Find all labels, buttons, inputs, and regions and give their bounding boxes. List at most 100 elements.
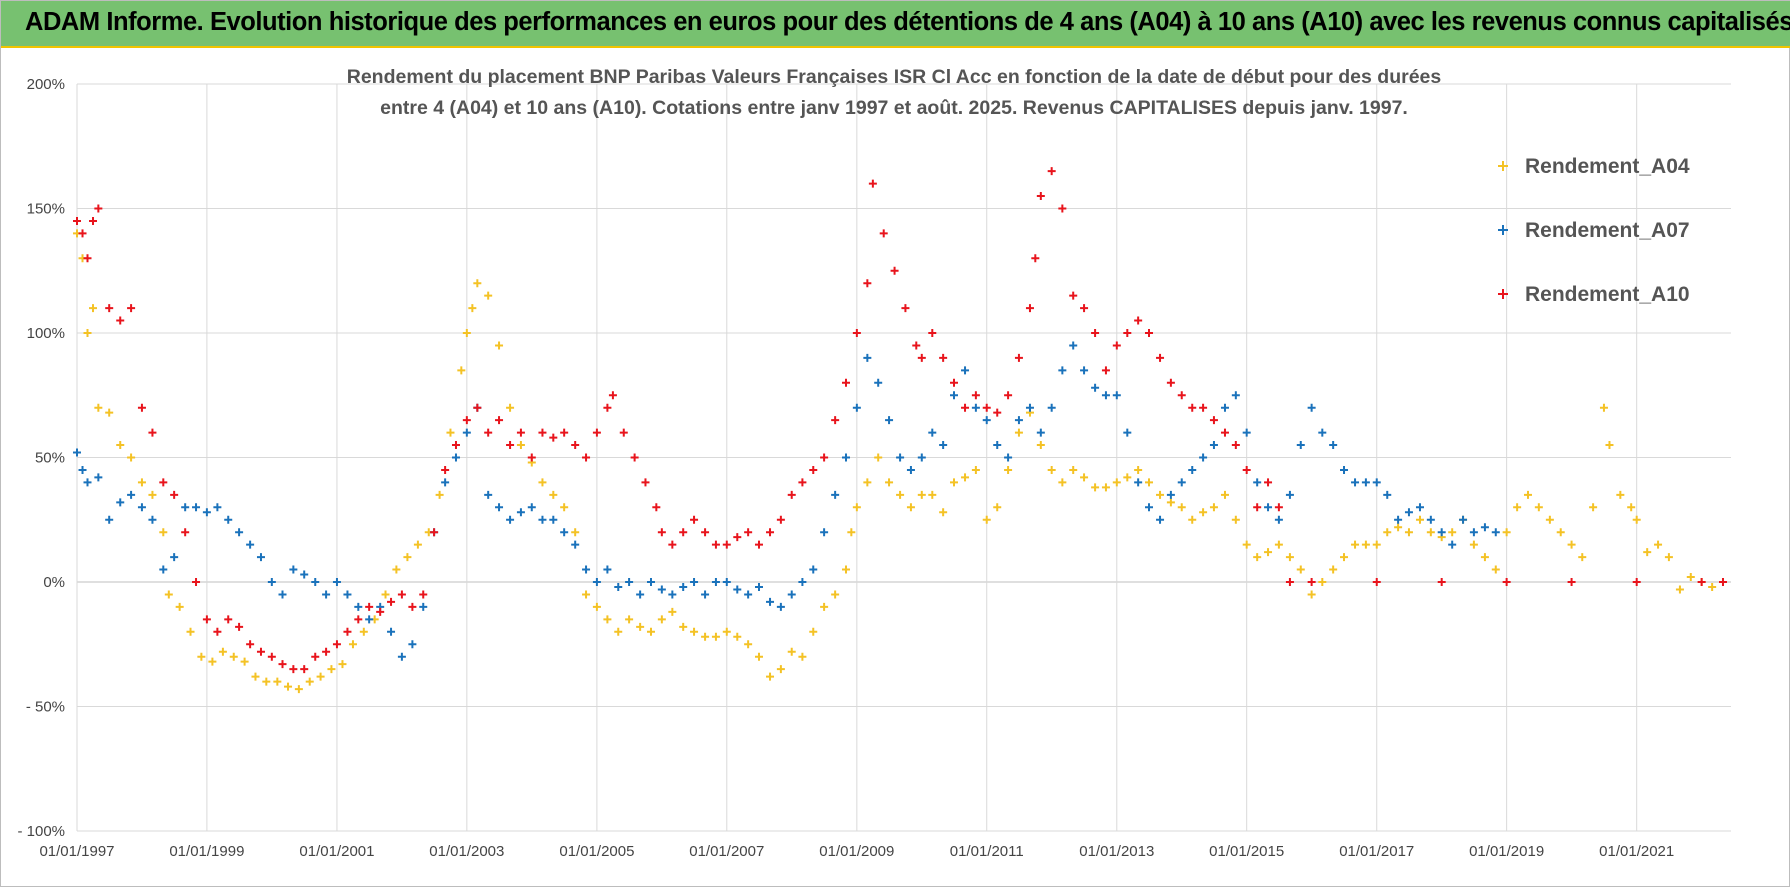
x-tick-label: 01/01/2019 bbox=[1469, 843, 1544, 860]
legend-marker bbox=[1498, 289, 1508, 299]
data-point bbox=[94, 204, 103, 213]
data-point bbox=[1329, 565, 1338, 574]
data-point bbox=[116, 441, 125, 450]
data-point bbox=[1491, 528, 1500, 537]
data-point bbox=[1616, 490, 1625, 499]
data-point bbox=[294, 685, 303, 694]
data-point bbox=[473, 279, 482, 288]
data-point bbox=[1231, 441, 1240, 450]
data-point bbox=[376, 607, 385, 616]
y-tick-label: 100% bbox=[27, 325, 65, 342]
data-point bbox=[1372, 478, 1381, 487]
data-point bbox=[1220, 428, 1229, 437]
data-point bbox=[619, 428, 628, 437]
legend-label: Rendement_A10 bbox=[1525, 283, 1690, 306]
data-point bbox=[78, 229, 87, 238]
data-point bbox=[516, 441, 525, 450]
data-point bbox=[246, 540, 255, 549]
data-point bbox=[1285, 553, 1294, 562]
data-point bbox=[1123, 473, 1132, 482]
x-tick-label: 01/01/2007 bbox=[689, 843, 764, 860]
data-point bbox=[1220, 490, 1229, 499]
data-point bbox=[148, 428, 157, 437]
data-point bbox=[1383, 490, 1392, 499]
data-point bbox=[300, 570, 309, 579]
data-point bbox=[213, 503, 222, 512]
data-point bbox=[1253, 553, 1262, 562]
data-point bbox=[1177, 478, 1186, 487]
chart-title-line-1: Rendement du placement BNP Paribas Valeu… bbox=[347, 66, 1442, 88]
data-point bbox=[1166, 378, 1175, 387]
data-point bbox=[170, 553, 179, 562]
data-point bbox=[906, 503, 915, 512]
data-point bbox=[1069, 291, 1078, 300]
data-point bbox=[1632, 515, 1641, 524]
data-point bbox=[105, 408, 114, 417]
data-point bbox=[809, 627, 818, 636]
data-point bbox=[1231, 515, 1240, 524]
data-point bbox=[1166, 490, 1175, 499]
data-point bbox=[1123, 329, 1132, 337]
data-point bbox=[332, 640, 341, 649]
data-point bbox=[1220, 403, 1229, 412]
data-point bbox=[1080, 473, 1089, 482]
data-point bbox=[278, 660, 287, 669]
data-point bbox=[1004, 391, 1013, 400]
data-point bbox=[820, 528, 829, 537]
x-tick-label: 01/01/2017 bbox=[1339, 843, 1414, 860]
data-point bbox=[1253, 478, 1262, 487]
data-point bbox=[1697, 578, 1706, 586]
data-point bbox=[614, 627, 623, 636]
data-point bbox=[971, 391, 980, 400]
data-point bbox=[841, 378, 850, 387]
data-point bbox=[1069, 465, 1078, 474]
data-point bbox=[603, 565, 612, 574]
data-point bbox=[311, 652, 320, 661]
data-point bbox=[1080, 304, 1089, 313]
data-point bbox=[549, 433, 558, 442]
data-point bbox=[625, 615, 634, 624]
data-point bbox=[787, 647, 796, 656]
data-point bbox=[316, 672, 325, 681]
data-point bbox=[701, 528, 710, 537]
data-point bbox=[1264, 503, 1273, 512]
data-point bbox=[1448, 540, 1457, 549]
data-point bbox=[229, 652, 238, 661]
data-point bbox=[1209, 503, 1218, 512]
data-point bbox=[776, 602, 785, 611]
data-point bbox=[1036, 428, 1045, 437]
data-point bbox=[798, 652, 807, 661]
data-point bbox=[1599, 403, 1608, 412]
data-point bbox=[711, 540, 720, 549]
data-point bbox=[571, 540, 580, 549]
data-point bbox=[175, 602, 184, 611]
data-point bbox=[1654, 540, 1663, 549]
data-point bbox=[885, 478, 894, 487]
legend-marker bbox=[1498, 161, 1508, 171]
data-point bbox=[359, 627, 368, 636]
data-point bbox=[387, 597, 396, 606]
data-point bbox=[733, 632, 742, 641]
data-point bbox=[754, 582, 763, 591]
data-point bbox=[1318, 578, 1327, 586]
data-point bbox=[89, 216, 98, 225]
data-point bbox=[1188, 515, 1197, 524]
data-point bbox=[982, 416, 991, 425]
data-point bbox=[1285, 490, 1294, 499]
data-point bbox=[1329, 441, 1338, 450]
data-point bbox=[105, 515, 114, 524]
data-point bbox=[462, 416, 471, 425]
data-point bbox=[1372, 540, 1381, 549]
data-point bbox=[1209, 441, 1218, 450]
scatter-chart: Rendement du placement BNP Paribas Valeu… bbox=[17, 66, 1731, 860]
data-point bbox=[1491, 565, 1500, 574]
data-point bbox=[1101, 391, 1110, 400]
data-point bbox=[993, 441, 1002, 450]
data-point bbox=[397, 652, 406, 661]
data-point bbox=[1340, 553, 1349, 562]
legend-label: Rendement_A07 bbox=[1525, 219, 1690, 242]
data-point bbox=[1145, 329, 1153, 337]
x-tick-label: 01/01/2009 bbox=[819, 843, 894, 860]
data-point bbox=[387, 627, 396, 636]
data-point bbox=[657, 528, 666, 537]
